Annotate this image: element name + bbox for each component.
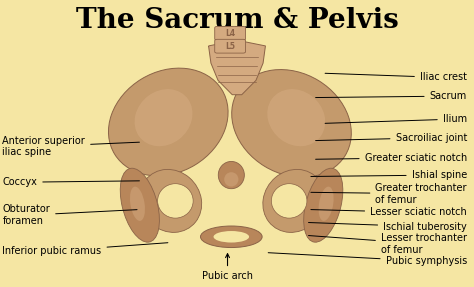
Text: Greater trochanter
of femur: Greater trochanter of femur (311, 183, 467, 205)
Ellipse shape (213, 231, 249, 243)
FancyBboxPatch shape (215, 39, 246, 53)
Text: Ischial tuberosity: Ischial tuberosity (309, 222, 467, 232)
Ellipse shape (218, 161, 245, 189)
Text: Inferior pubic ramus: Inferior pubic ramus (2, 243, 168, 256)
Ellipse shape (216, 231, 246, 242)
Ellipse shape (130, 187, 145, 221)
Ellipse shape (201, 226, 262, 247)
Text: Ishial spine: Ishial spine (311, 170, 467, 180)
Text: L4: L4 (225, 29, 235, 38)
Text: Obturator
foramen: Obturator foramen (2, 204, 137, 226)
Ellipse shape (263, 169, 325, 232)
Ellipse shape (157, 184, 193, 218)
Text: Pubic arch: Pubic arch (202, 254, 253, 281)
Text: Iliac crest: Iliac crest (325, 73, 467, 82)
Text: The Sacrum & Pelvis: The Sacrum & Pelvis (76, 7, 398, 34)
Ellipse shape (109, 68, 228, 176)
Text: Anterior superior
iliac spine: Anterior superior iliac spine (2, 135, 139, 157)
Text: Sacrum: Sacrum (316, 91, 467, 101)
Text: Coccyx: Coccyx (2, 177, 139, 187)
Ellipse shape (319, 187, 334, 221)
Text: Greater sciatic notch: Greater sciatic notch (316, 153, 467, 163)
Ellipse shape (120, 168, 159, 242)
FancyBboxPatch shape (215, 26, 246, 40)
Ellipse shape (271, 184, 307, 218)
Ellipse shape (224, 172, 238, 187)
Text: Lesser trochanter
of femur: Lesser trochanter of femur (309, 233, 467, 255)
Text: Ilium: Ilium (325, 114, 467, 124)
Ellipse shape (267, 89, 325, 146)
Text: Sacroiliac joint: Sacroiliac joint (316, 133, 467, 143)
Ellipse shape (304, 168, 343, 242)
Text: Lesser sciatic notch: Lesser sciatic notch (311, 208, 467, 217)
Text: Pubic symphysis: Pubic symphysis (268, 253, 467, 266)
Ellipse shape (135, 89, 192, 146)
Ellipse shape (232, 69, 351, 177)
Ellipse shape (140, 169, 201, 232)
PathPatch shape (209, 40, 265, 95)
Text: L5: L5 (225, 42, 235, 51)
